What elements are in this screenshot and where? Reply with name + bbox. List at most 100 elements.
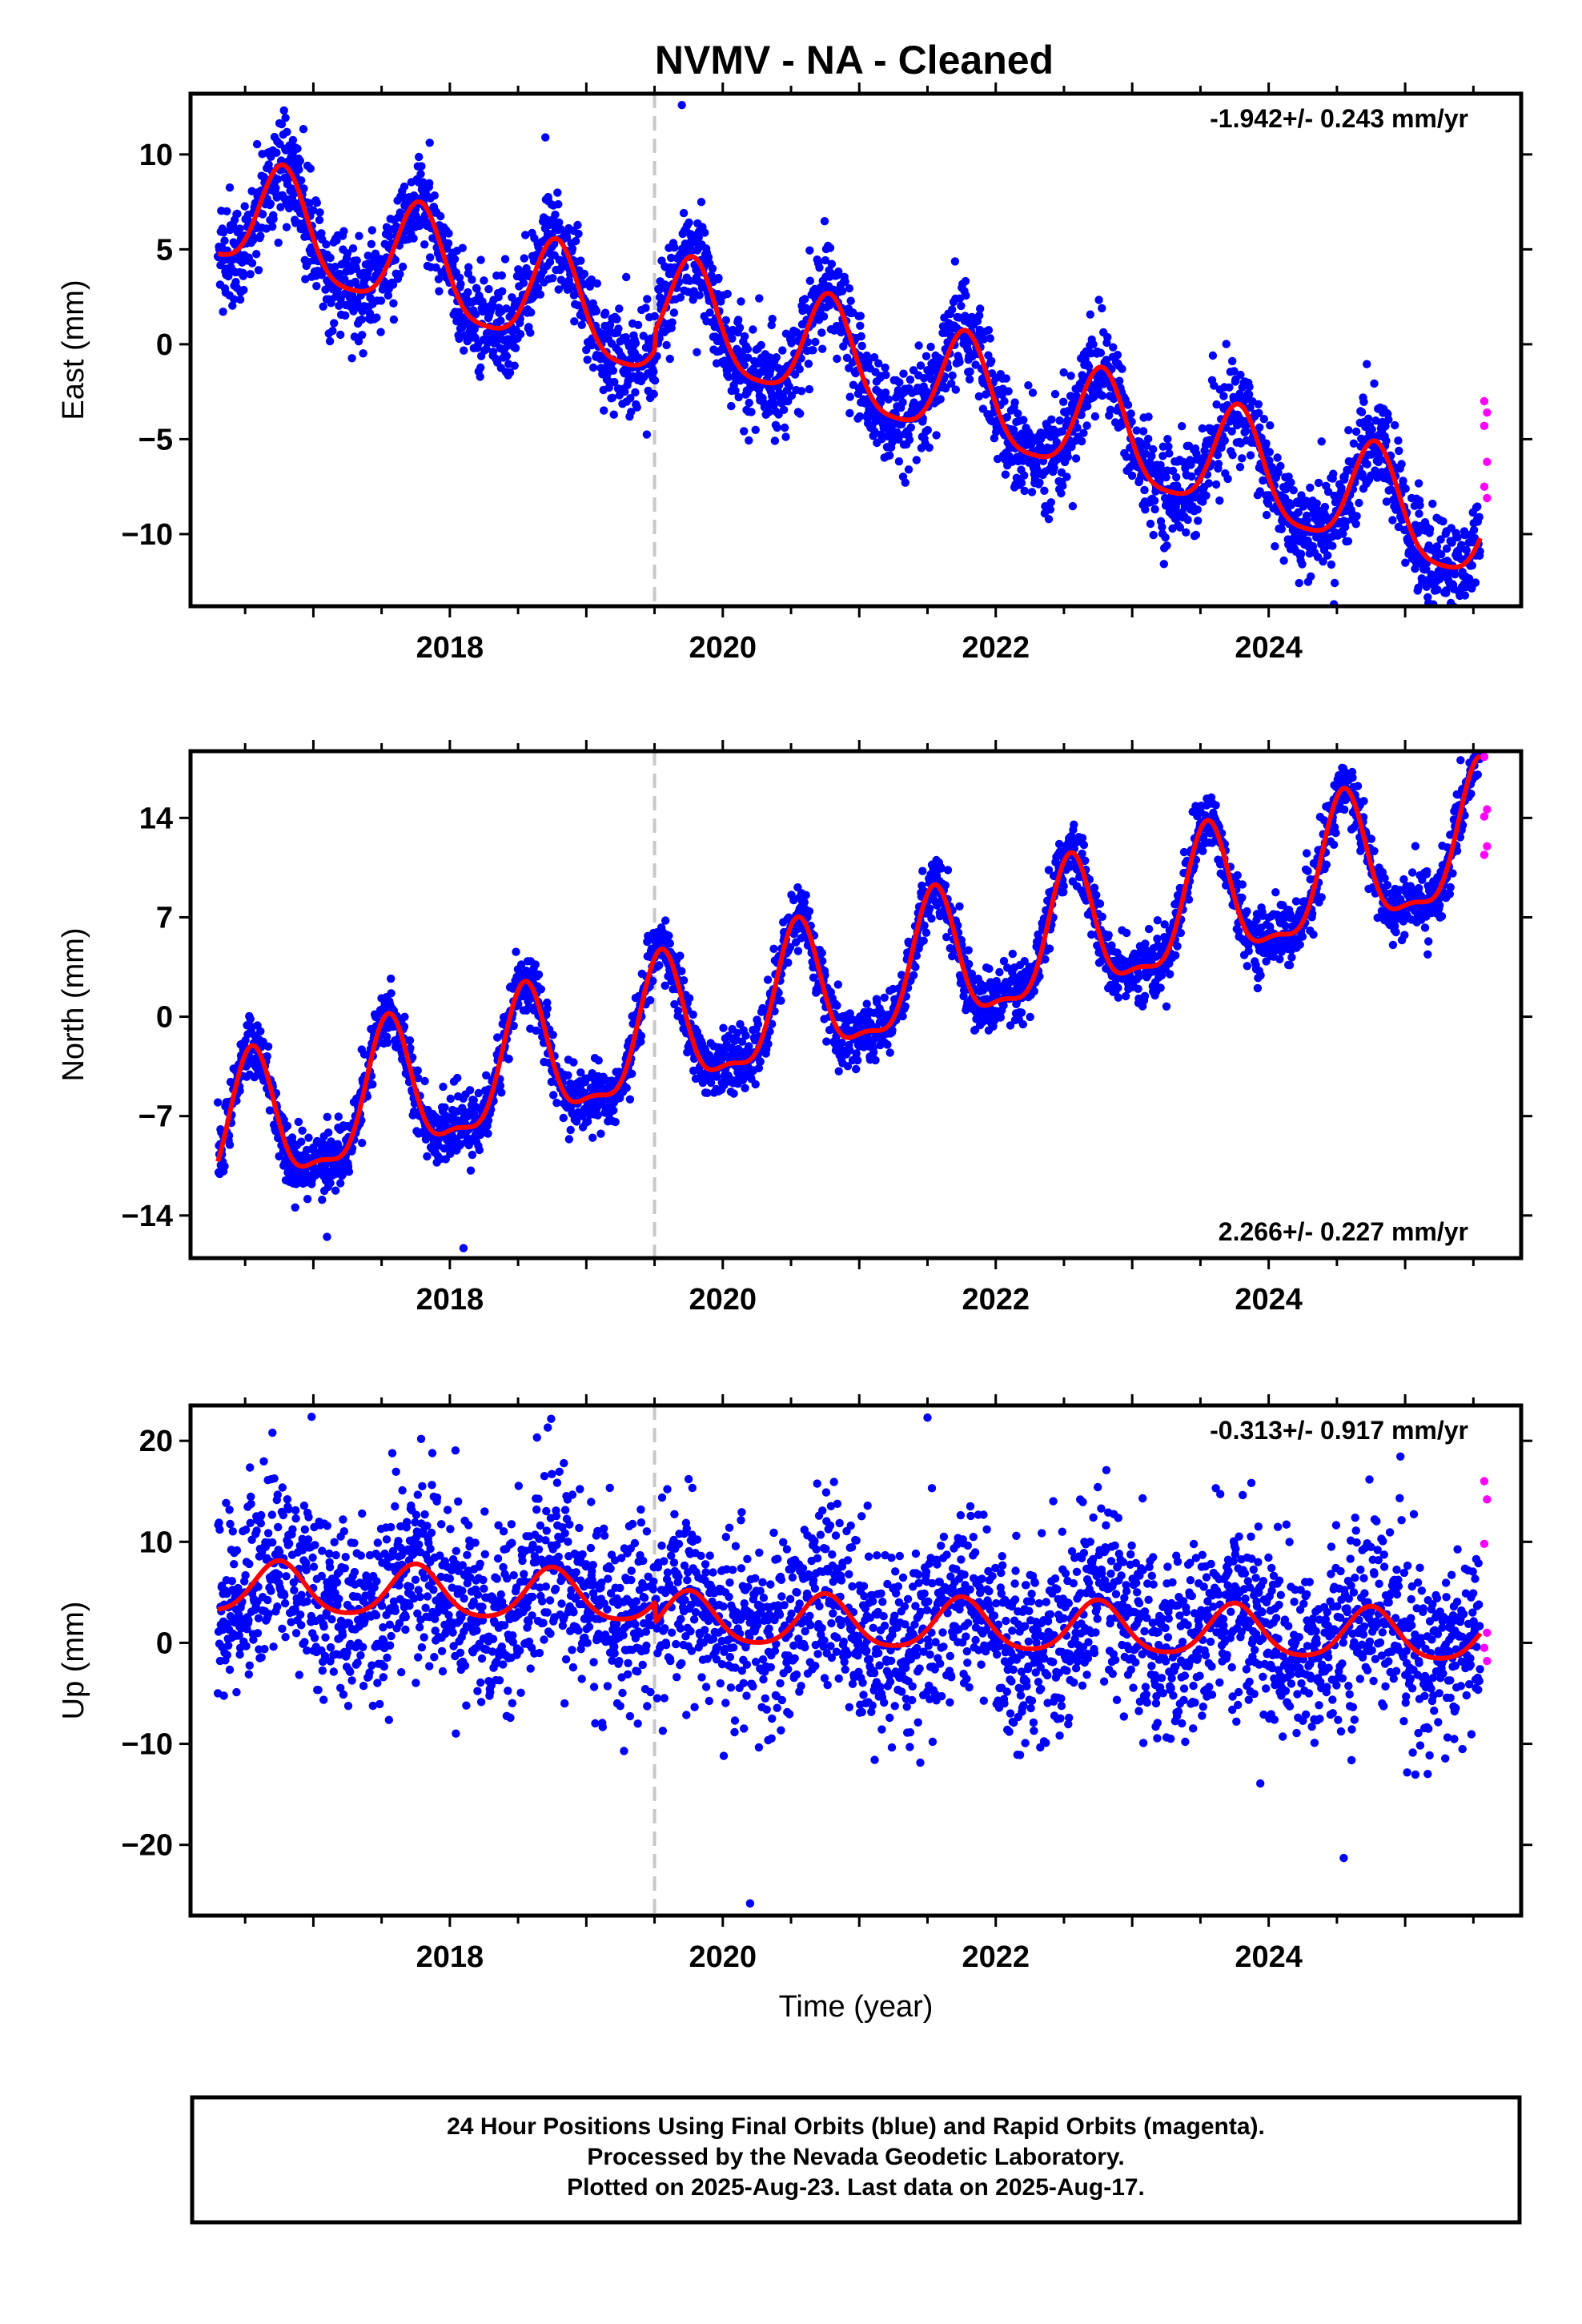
east-data-point xyxy=(385,231,394,241)
east-data-point xyxy=(230,295,239,304)
east-data-point xyxy=(669,308,679,317)
north-data-point xyxy=(420,1076,429,1086)
east-data-point xyxy=(460,346,468,355)
east-data-point xyxy=(701,228,709,237)
east-data-point xyxy=(1072,392,1081,400)
east-data-point xyxy=(1462,545,1472,555)
north-data-point xyxy=(263,1051,271,1061)
east-data-point xyxy=(871,368,880,376)
east-data-point xyxy=(963,345,973,354)
east-data-point xyxy=(454,308,464,316)
east-data-point xyxy=(1279,556,1288,565)
east-data-point xyxy=(325,336,335,346)
east-data-point xyxy=(1106,405,1115,414)
east-data-point xyxy=(252,250,261,259)
east-data-point xyxy=(845,392,854,401)
east-data-point xyxy=(1236,370,1245,380)
east-data-point xyxy=(1320,502,1330,512)
east-rate-label: -1.942+/- 0.243 mm/yr xyxy=(1210,104,1468,133)
east-data-point xyxy=(1084,362,1094,371)
east-data-point xyxy=(1002,412,1012,422)
north-data-point xyxy=(655,961,664,970)
east-data-point xyxy=(308,206,318,215)
east-data-point xyxy=(352,256,361,265)
east-data-point xyxy=(519,279,528,287)
east-data-point xyxy=(1046,505,1055,514)
east-data-point xyxy=(425,179,434,187)
east-data-point xyxy=(511,344,520,352)
east-data-point xyxy=(862,351,871,360)
east-data-point xyxy=(1428,499,1437,509)
east-data-point xyxy=(444,229,453,238)
north-data-point xyxy=(801,891,810,899)
north-data-point xyxy=(536,985,545,994)
east-data-point xyxy=(1161,533,1170,542)
east-data-point xyxy=(1246,451,1255,460)
east-data-point xyxy=(1150,497,1159,505)
east-data-point xyxy=(641,304,650,312)
east-data-point xyxy=(884,395,893,404)
north-data-point xyxy=(406,1043,415,1053)
east-data-point xyxy=(1204,479,1214,488)
north-data-point xyxy=(453,1073,462,1083)
east-data-point xyxy=(1265,456,1274,465)
east-data-point xyxy=(450,255,460,263)
east-data-point xyxy=(1175,523,1185,532)
east-data-point xyxy=(1079,428,1088,437)
east-data-point xyxy=(965,375,974,384)
east-data-point xyxy=(751,425,760,434)
east-data-point xyxy=(1294,508,1303,517)
east-data-point xyxy=(976,304,985,313)
north-data-point xyxy=(408,1053,417,1062)
east-data-point xyxy=(416,170,425,179)
east-data-point xyxy=(455,273,464,282)
east-data-point xyxy=(1214,460,1223,468)
east-data-point xyxy=(415,152,424,162)
east-data-point xyxy=(772,353,781,362)
east-data-point xyxy=(592,279,601,288)
east-data-point xyxy=(1219,392,1228,400)
east-data-point xyxy=(285,203,294,213)
east-data-point xyxy=(264,160,273,169)
east-data-point xyxy=(588,340,596,350)
east-data-point xyxy=(819,312,829,321)
east-data-point xyxy=(1414,479,1423,488)
east-data-point xyxy=(740,427,749,436)
north-data-point xyxy=(414,1074,423,1083)
north-data-point xyxy=(689,1010,697,1019)
east-data-point xyxy=(1183,515,1192,525)
east-data-point xyxy=(340,275,349,283)
east-data-point xyxy=(1415,501,1424,510)
east-data-point xyxy=(639,332,648,340)
east-data-point xyxy=(1388,516,1397,525)
east-data-point xyxy=(376,328,385,336)
east-data-point xyxy=(1000,396,1009,406)
east-data-point xyxy=(256,231,265,240)
east-data-point xyxy=(1099,380,1108,388)
east-data-point xyxy=(1071,454,1081,463)
east-data-point xyxy=(277,119,287,129)
east-data-point xyxy=(1439,517,1447,526)
north-data-point xyxy=(484,1129,492,1138)
east-data-point xyxy=(1066,372,1075,380)
east-data-point xyxy=(1211,480,1221,489)
east-data-point xyxy=(1266,421,1275,430)
east-data-point xyxy=(881,363,889,372)
east-data-point xyxy=(881,371,890,380)
east-data-point xyxy=(632,403,641,412)
east-data-point xyxy=(605,320,615,329)
east-data-point xyxy=(1094,296,1103,304)
east-data-point xyxy=(747,408,756,416)
east-data-point xyxy=(516,330,525,339)
east-data-point xyxy=(301,275,310,283)
east-y-tick-label: −10 xyxy=(122,518,173,552)
east-data-point xyxy=(339,227,348,235)
east-data-point xyxy=(268,222,277,231)
east-data-point xyxy=(420,240,429,249)
east-data-point xyxy=(1370,379,1379,388)
east-data-point xyxy=(235,295,245,304)
north-data-point xyxy=(661,916,670,925)
east-data-point xyxy=(1387,485,1395,494)
east-data-point xyxy=(233,209,242,219)
east-data-point xyxy=(330,319,339,328)
